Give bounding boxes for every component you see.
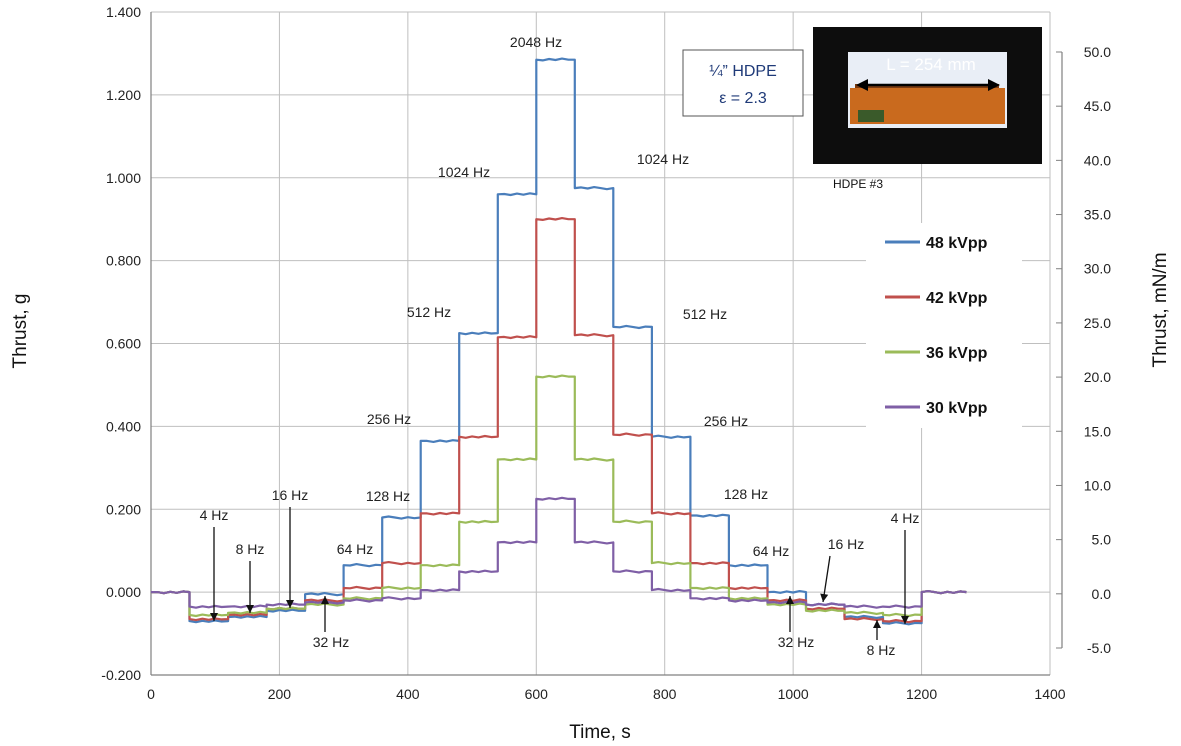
legend-items: 48 kVpp 42 kVpp 36 kVpp 30 kVpp [885, 235, 988, 417]
frequency-label: 2048 Hz [510, 34, 562, 50]
frequency-label: 64 Hz [337, 541, 374, 557]
y-tick-label: 0.800 [106, 253, 141, 269]
photo-caption: HDPE #3 [833, 177, 883, 191]
frequency-label: 128 Hz [724, 486, 768, 502]
x-tick-label: 1000 [778, 686, 809, 702]
material-line2: ε = 2.3 [719, 90, 767, 107]
x-axis-title: Time, s [569, 722, 631, 743]
length-arrow-right-head [988, 79, 1000, 91]
legend-label: 42 kVpp [926, 290, 988, 307]
y-tick-label: -0.200 [101, 667, 141, 683]
frequency-label: 32 Hz [313, 634, 350, 650]
x-tick-label: 600 [525, 686, 549, 702]
y2-axis-title: Thrust, mN/m [1150, 252, 1171, 367]
frequency-label: 128 Hz [366, 488, 410, 504]
material-line1: ¼” HDPE [709, 63, 777, 80]
y2-tick-label: 25.0 [1084, 315, 1111, 331]
frequency-label: 4 Hz [891, 510, 920, 526]
axes [150, 12, 1063, 676]
x-tick-label: 1200 [906, 686, 937, 702]
frequency-label: 1024 Hz [438, 164, 490, 180]
frequency-label: 256 Hz [704, 413, 748, 429]
frequency-arrowhead [786, 596, 794, 604]
y-tick-labels: -0.200 0.000 0.200 0.400 0.600 0.800 1.000 1.20… [101, 4, 141, 683]
y2-tick-label: 10.0 [1084, 477, 1111, 493]
length-arrow-left-head [856, 79, 868, 91]
y2-tick-label: 30.0 [1084, 261, 1111, 277]
legend-label: 48 kVpp [926, 235, 988, 252]
y-tick-label: 0.600 [106, 336, 141, 352]
y2-tick-label: 5.0 [1092, 532, 1112, 548]
series-line [151, 217, 967, 624]
y-tick-label: 1.400 [106, 4, 141, 20]
legend: 48 kVpp 42 kVpp 36 kVpp 30 kVpp [866, 223, 1022, 428]
y-tick-label: 0.200 [106, 501, 141, 517]
legend-label: 36 kVpp [926, 345, 988, 362]
frequency-label: 16 Hz [828, 536, 865, 552]
y2-tick-labels: -5.0 0.0 5.0 10.0 15.0 20.0 25.0 30.0 35.0 40.0 45… [1084, 44, 1111, 656]
material-box: ¼” HDPE ε = 2.3 [682, 49, 804, 117]
length-label: L = 254 mm [886, 55, 976, 74]
y-tick-label: 0.000 [106, 584, 141, 600]
frequency-arrowhead [873, 620, 881, 628]
frequency-label: 256 Hz [367, 411, 411, 427]
frequency-label: 8 Hz [236, 541, 265, 557]
frequency-label: 16 Hz [272, 487, 309, 503]
series-line [151, 374, 967, 618]
x-tick-label: 200 [268, 686, 292, 702]
frequency-arrowhead [901, 616, 909, 624]
x-tick-label: 400 [396, 686, 420, 702]
sample-photo: L = 254 mm [813, 27, 1042, 164]
x-tick-label: 0 [147, 686, 155, 702]
frequency-label: 8 Hz [867, 642, 896, 658]
frequency-label: 32 Hz [778, 634, 815, 650]
frequency-arrowhead [246, 605, 254, 613]
y2-tick-label: 20.0 [1084, 369, 1111, 385]
x-tick-labels: 0 200 400 600 800 1000 1200 1400 [147, 686, 1066, 702]
frequency-annotations: 4 Hz 8 Hz 16 Hz 32 Hz 64 Hz 128 Hz 256 Hz 512 H… [200, 34, 920, 658]
y2-tick-label: 15.0 [1084, 423, 1111, 439]
y2-tick-label: 40.0 [1084, 152, 1111, 168]
y-tick-label: 1.000 [106, 170, 141, 186]
sample-tag [858, 110, 884, 122]
series-lines [151, 57, 967, 626]
frequency-label: 512 Hz [683, 306, 727, 322]
series-line [151, 496, 967, 609]
x-tick-label: 800 [653, 686, 677, 702]
frequency-arrowhead [210, 613, 218, 621]
frequency-label: 1024 Hz [637, 151, 689, 167]
y2-tick-label: 45.0 [1084, 98, 1111, 114]
frequency-arrowhead [321, 596, 329, 604]
legend-label: 30 kVpp [926, 400, 988, 417]
frequency-label: 512 Hz [407, 304, 451, 320]
y-axis-title: Thrust, g [10, 294, 31, 369]
y-tick-label: 1.200 [106, 87, 141, 103]
x-tick-label: 1400 [1034, 686, 1065, 702]
frequency-label: 4 Hz [200, 507, 229, 523]
y2-tick-label: 35.0 [1084, 207, 1111, 223]
frequency-arrowhead [820, 593, 829, 602]
frequency-arrowhead [286, 600, 294, 608]
y2-tick-label: -5.0 [1087, 640, 1111, 656]
y2-tick-label: 50.0 [1084, 44, 1111, 60]
y2-tick-label: 0.0 [1092, 586, 1112, 602]
y-tick-label: 0.400 [106, 418, 141, 434]
frequency-label: 64 Hz [753, 543, 790, 559]
